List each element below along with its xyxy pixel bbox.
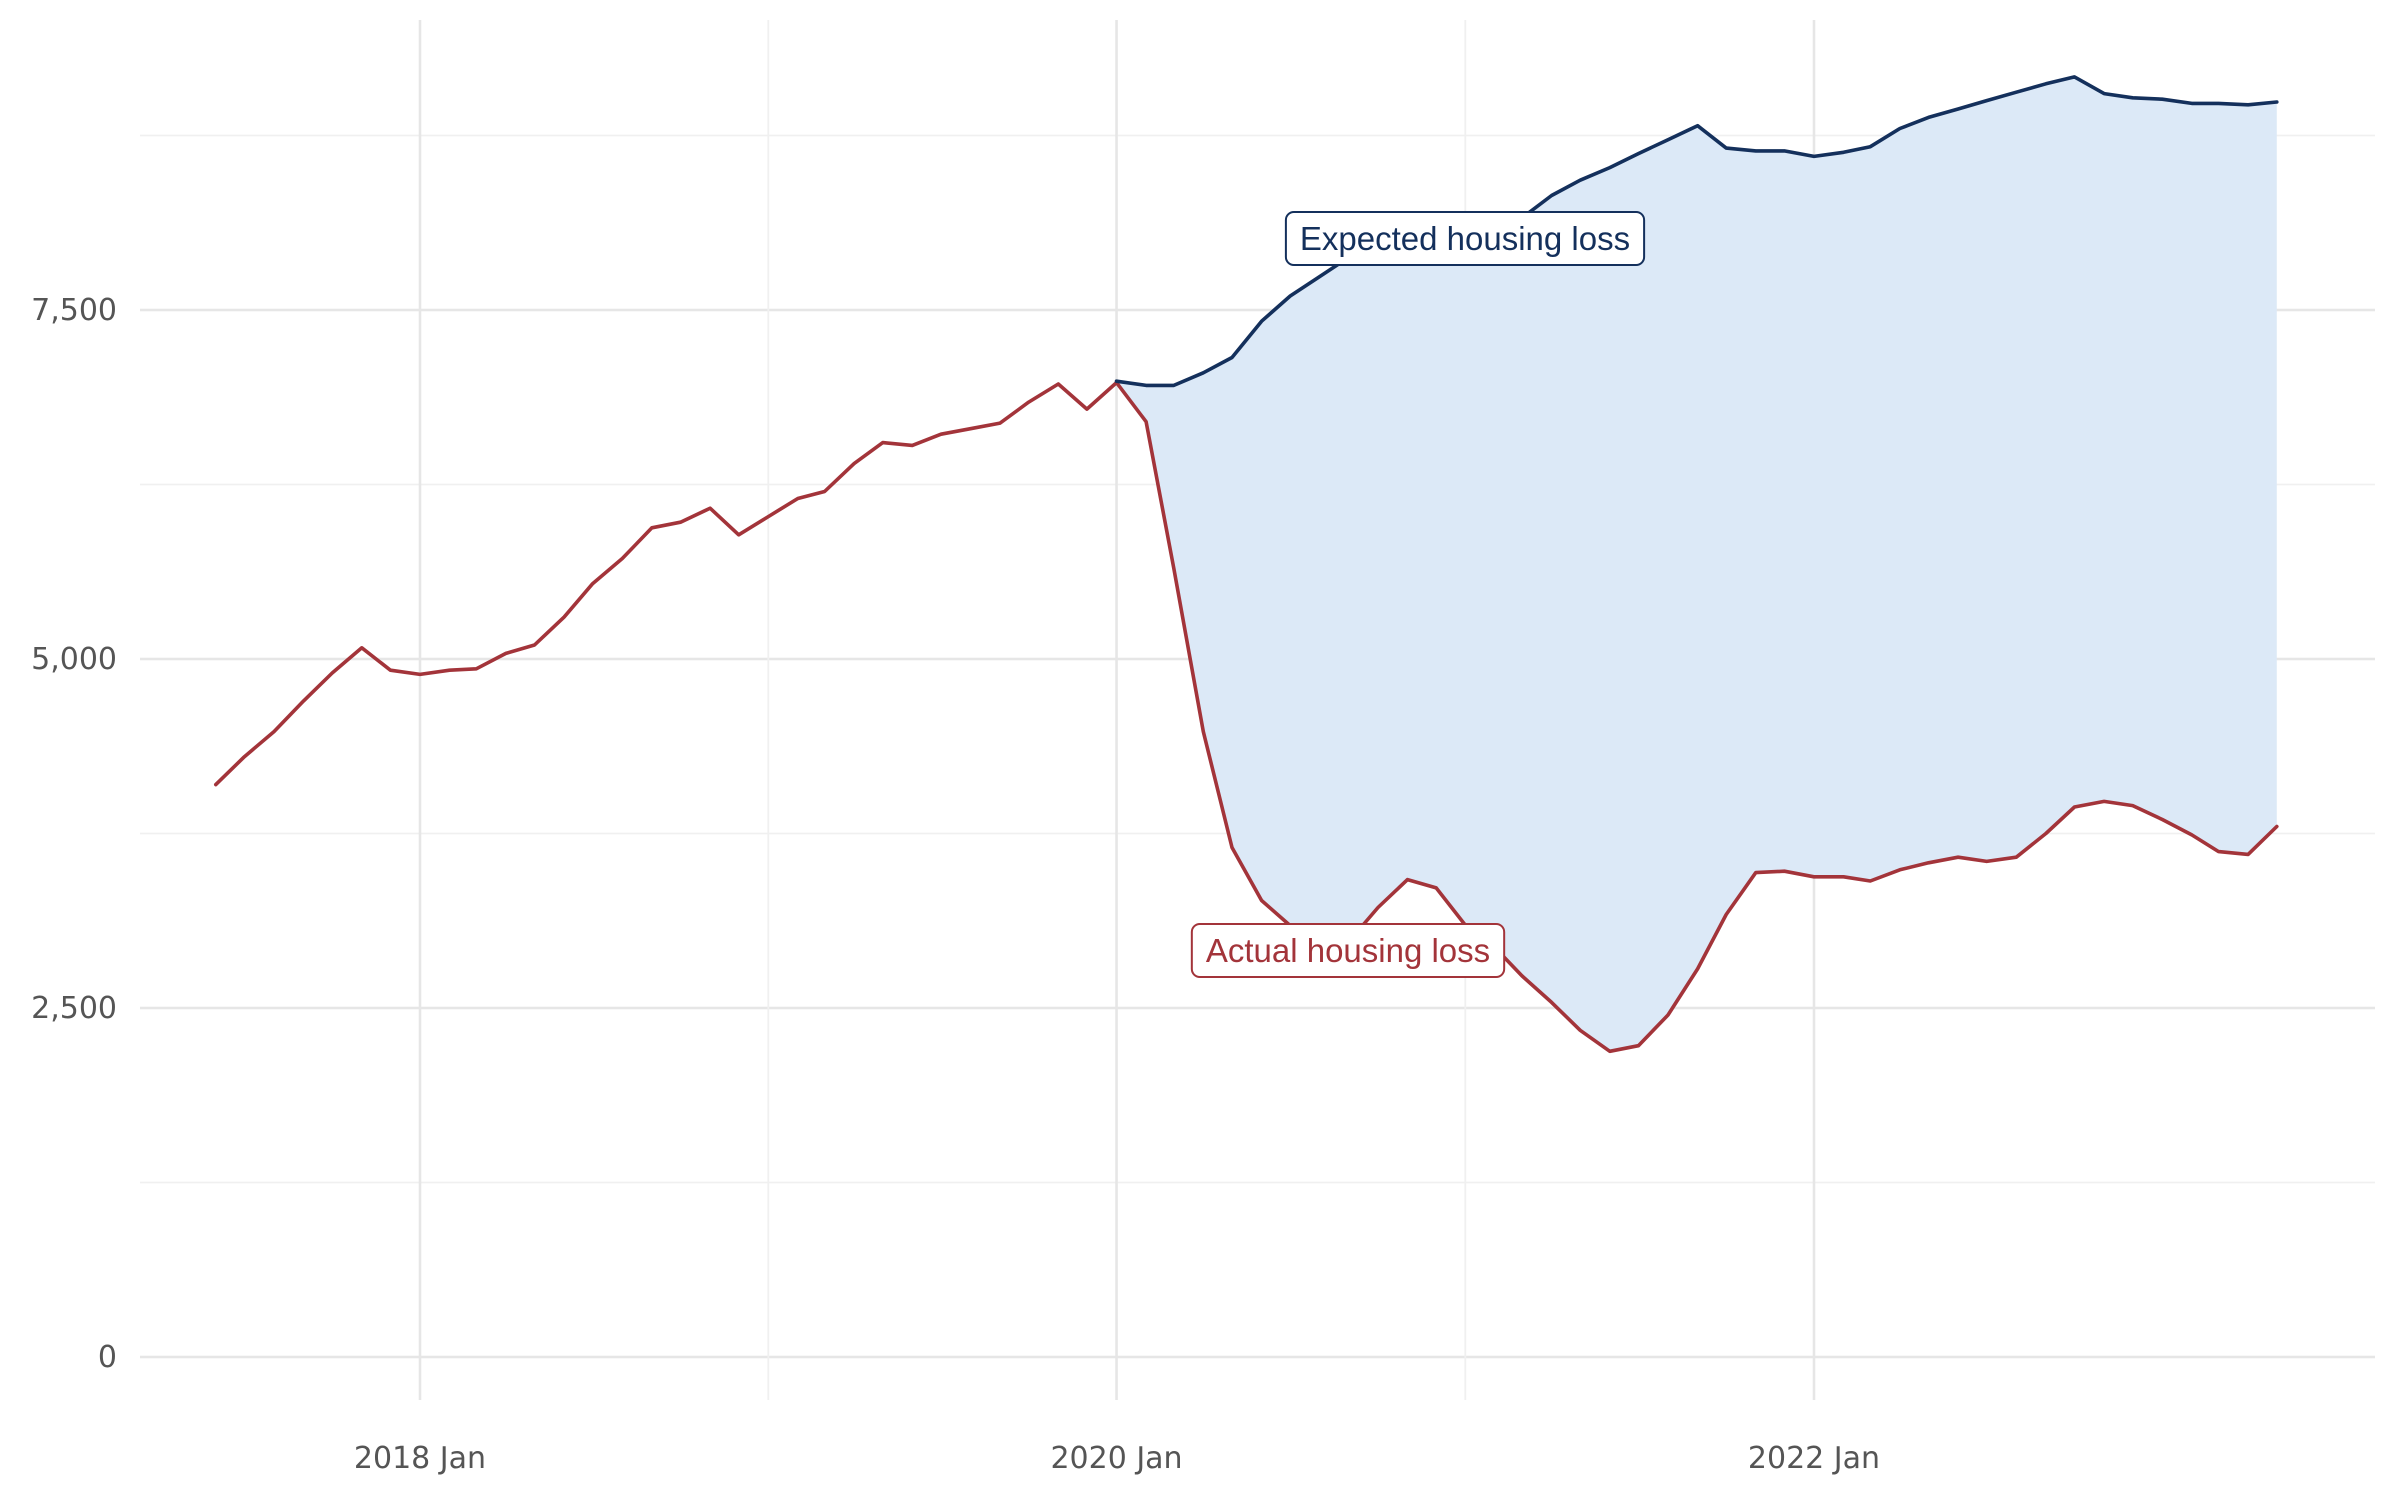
expected-annotation-box — [1284, 211, 1646, 266]
y-tick-label: 0 — [98, 1340, 117, 1375]
actual-annotation-label: Actual housing loss — [1206, 932, 1490, 969]
expected-series-line — [1114, 75, 2279, 388]
actual-annotation: Actual housing loss — [1190, 923, 1506, 978]
expected-annotation: Expected housing loss — [1284, 211, 1646, 266]
actual-annotation-box — [1190, 923, 1506, 978]
y-tick-label: 5,000 — [31, 642, 117, 677]
x-tick-label: 2020 Jan — [1050, 1441, 1182, 1476]
x-tick-label: 2018 Jan — [354, 1441, 486, 1476]
x-tick-label: 2022 Jan — [1748, 1441, 1880, 1476]
series-lines — [214, 75, 2279, 1054]
y-axis-tick-labels: 0 2,500 5,000 7,500 — [31, 293, 117, 1375]
y-tick-label: 2,500 — [31, 991, 117, 1026]
housing-loss-gap-area — [1116, 76, 2277, 1052]
x-axis-tick-labels: 2018 Jan 2020 Jan 2022 Jan — [354, 1441, 1880, 1476]
gap-fill-polygon — [1116, 76, 2277, 1052]
series-annotations: Expected housing loss Actual housing loss — [1190, 211, 1646, 978]
actual-series-line — [214, 380, 2279, 1054]
y-tick-label: 7,500 — [31, 293, 117, 328]
expected-annotation-label: Expected housing loss — [1300, 220, 1630, 257]
